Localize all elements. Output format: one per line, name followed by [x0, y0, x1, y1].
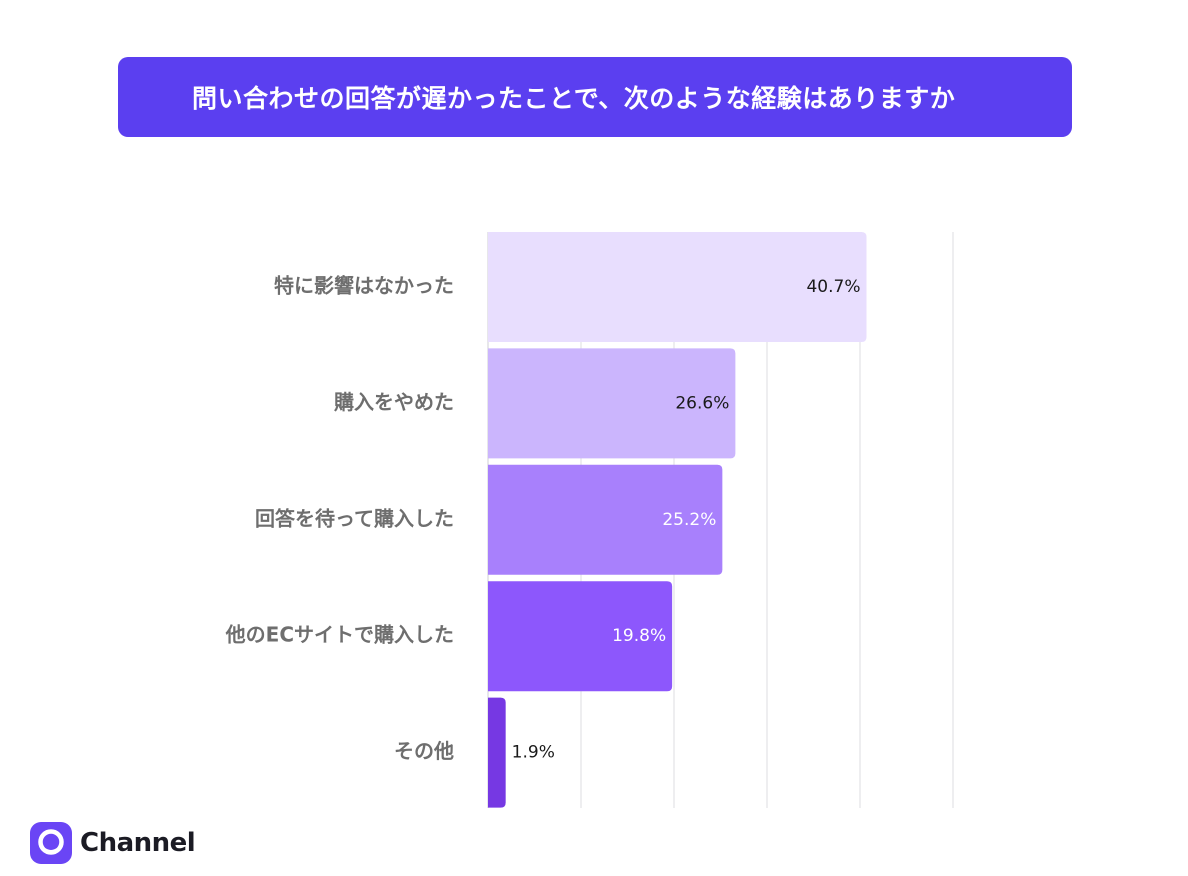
channel-logo-icon	[30, 822, 72, 864]
brand-name: Channel	[80, 828, 196, 858]
category-label: 購入をやめた	[334, 390, 454, 414]
data-label: 26.6%	[675, 393, 729, 413]
bar	[488, 348, 736, 459]
bar	[488, 464, 723, 575]
channel-logo: Channel	[30, 822, 196, 864]
category-label: 回答を待って購入した	[255, 506, 454, 530]
data-label: 40.7%	[806, 277, 860, 297]
category-label: 特に影響はなかった	[274, 274, 454, 298]
chart-title: 問い合わせの回答が遅かったことで、次のような経験はありますか	[192, 84, 956, 113]
category-label: その他	[394, 739, 454, 763]
bar	[488, 232, 867, 342]
data-label: 19.8%	[612, 626, 666, 646]
category-label: 他のECサイトで購入した	[225, 623, 454, 647]
data-label: 25.2%	[662, 510, 716, 530]
bar	[488, 697, 506, 808]
bar	[488, 581, 673, 692]
chart-title-banner: 問い合わせの回答が遅かったことで、次のような経験はありますか	[118, 57, 1072, 137]
data-label: 1.9%	[512, 743, 555, 763]
